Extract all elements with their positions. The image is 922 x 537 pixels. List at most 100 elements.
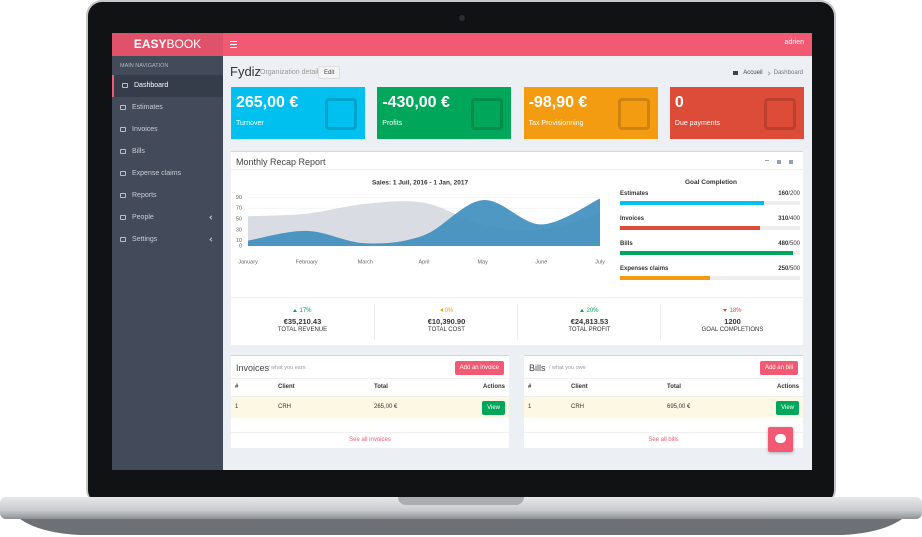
card-icon (617, 98, 650, 130)
submenu-chevron (209, 215, 214, 220)
see-all-link[interactable]: See all invoices (349, 437, 391, 443)
card-value: -430,00 € (382, 94, 450, 111)
goal-count: 310 (778, 216, 789, 222)
card-icon (471, 98, 504, 130)
stat-label: TOTAL COST (428, 327, 465, 333)
stat-amount: €24,813.53 (570, 317, 609, 326)
page-title: Fydiz (230, 64, 262, 79)
stat-change-value: 17% (299, 308, 312, 314)
stat-arrow (439, 308, 443, 313)
breadcrumb-separator (766, 70, 771, 76)
base-notch (398, 497, 524, 505)
table-row: 1 CRH 695,00 € View (524, 396, 803, 418)
stat-change: 17% (231, 308, 374, 314)
breadcrumb: Accueil Dashboard (733, 69, 803, 77)
goal-max: /400 (788, 216, 800, 222)
sidebar-label: People (132, 214, 154, 221)
goal-count: 160 (778, 191, 789, 197)
y-tick-label: 10 (236, 238, 242, 244)
menu-toggle-bar (230, 41, 237, 43)
sidebar-label: Reports (132, 192, 157, 199)
stat-change: 0% (375, 308, 518, 314)
tool-settings[interactable] (777, 160, 781, 164)
stat-arrow (723, 308, 728, 312)
user-name[interactable]: adrien (784, 39, 804, 46)
goal-label: Bills (620, 241, 633, 247)
info-card: 0 Due payments (669, 87, 804, 139)
stat-change-value: 18% (729, 308, 742, 314)
stat-change: 18% (661, 308, 804, 314)
table-title: Invoices (236, 363, 270, 373)
goal-bar (620, 251, 793, 255)
sidebar-item[interactable]: Bills (112, 141, 223, 163)
sidebar-icon (120, 215, 126, 220)
stat-arrow (293, 308, 298, 312)
tool-collapse[interactable] (765, 160, 769, 161)
stat: 18% 1200 GOAL COMPLETIONS (660, 304, 803, 340)
add-button[interactable]: Add an invoice (454, 361, 504, 375)
sidebar-label: Invoices (132, 126, 158, 133)
stat: 0% €10,390.90 TOTAL COST (374, 304, 517, 340)
sidebar-item[interactable]: Reports (112, 185, 223, 207)
table-footer-line (524, 432, 803, 433)
sidebar-label: Expense claims (132, 170, 182, 177)
table-cell: CRH (571, 404, 584, 410)
sidebar-icon (120, 237, 126, 242)
box-title: Monthly Recap Report (236, 157, 326, 167)
table-cell: 1 (528, 404, 532, 410)
sidebar-icon (122, 83, 128, 88)
goal-value: 310/400 (778, 216, 800, 222)
card-label: Turnover (236, 120, 264, 127)
breadcrumb-item[interactable]: Accueil (743, 70, 763, 76)
sidebar-item[interactable]: Estimates (112, 97, 223, 119)
info-card: -430,00 € Profits (377, 87, 512, 139)
card-icon (763, 98, 796, 130)
add-button[interactable]: Add an bill (759, 361, 798, 375)
sidebar-item[interactable]: Expense claims (112, 163, 223, 185)
stat-amount: €10,390.90 (427, 317, 466, 326)
table-title: Bills (529, 363, 546, 373)
edit-button[interactable]: Edit (318, 66, 341, 79)
box-divider (231, 169, 803, 170)
table-header: # (528, 384, 532, 390)
laptop-base (0, 497, 922, 519)
goal-label: Invoices (620, 216, 645, 222)
y-tick-label: 30 (236, 227, 242, 233)
y-tick-label: 90 (236, 195, 242, 201)
table-box: Bills / what you owe Add an bill # Client Tot… (524, 355, 803, 448)
brand[interactable]: EASYBOOK (112, 33, 223, 56)
table-header: Actions (482, 384, 505, 390)
sidebar-label: Settings (132, 236, 158, 243)
view-button[interactable]: View (776, 401, 799, 415)
screen: EASYBOOK adrien MAIN NAVIGATION Dashboard Es… (112, 33, 812, 470)
table-subtitle: / what you earn (268, 365, 306, 371)
stat: 20% €24,813.53 TOTAL PROFIT (517, 304, 660, 340)
sidebar-item[interactable]: Settings (112, 229, 223, 251)
stat-label: TOTAL PROFIT (568, 327, 611, 333)
view-button[interactable]: View (482, 401, 505, 415)
tool-close[interactable] (789, 160, 793, 164)
menu-toggle-bar (230, 44, 237, 46)
table-header: Total (374, 384, 388, 390)
table-divider (231, 378, 509, 379)
chat-button[interactable] (768, 427, 793, 452)
sidebar-item[interactable]: People (112, 207, 223, 229)
info-card: 265,00 € Turnover (231, 87, 365, 139)
y-tick-label: 50 (236, 216, 242, 222)
area (248, 198, 600, 246)
sidebar-item[interactable]: Invoices (112, 119, 223, 141)
card-value: 265,00 € (236, 94, 299, 111)
sidebar-label: Bills (132, 148, 145, 155)
info-card: -98,90 € Tax Provisionning (523, 87, 658, 139)
x-tick-label: May (477, 259, 488, 265)
stat: 17% €35,210.43 TOTAL REVENUE (231, 304, 374, 340)
see-all-link[interactable]: See all bills (648, 437, 679, 443)
breadcrumb-item: Dashboard (773, 70, 803, 76)
card-label: Tax Provisionning (528, 120, 584, 127)
menu-toggle[interactable] (230, 41, 237, 49)
sidebar-icon (120, 171, 126, 176)
sidebar-item[interactable]: Dashboard (112, 75, 223, 97)
sidebar: MAIN NAVIGATION Dashboard Estimates Invoice… (112, 56, 223, 470)
table-header: Total (667, 384, 681, 390)
